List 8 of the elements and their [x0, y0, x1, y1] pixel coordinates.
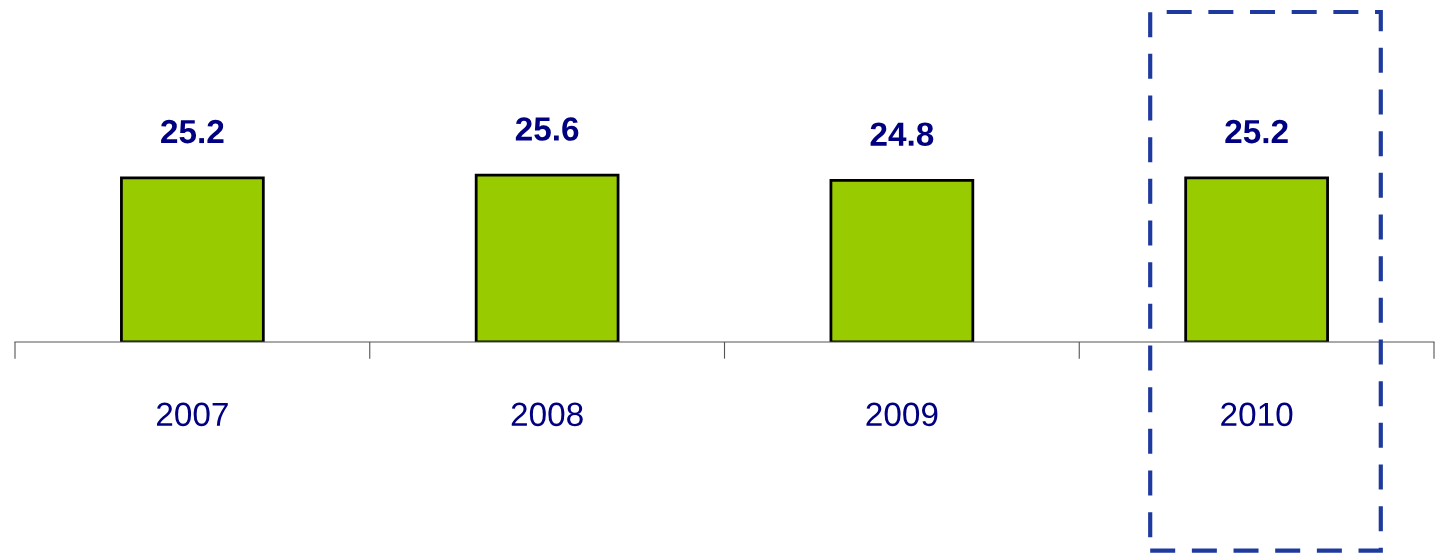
data-label: 25.6: [515, 117, 579, 141]
x-tick-label: 2007: [156, 402, 228, 427]
x-tick-label: 2009: [866, 402, 938, 427]
x-tick-label: 2008: [511, 402, 583, 427]
data-label: 24.8: [870, 122, 934, 147]
data-label: 25.2: [161, 119, 224, 144]
x-tick-label: 2010: [1221, 402, 1293, 427]
data-label: 25.2: [1225, 119, 1288, 144]
